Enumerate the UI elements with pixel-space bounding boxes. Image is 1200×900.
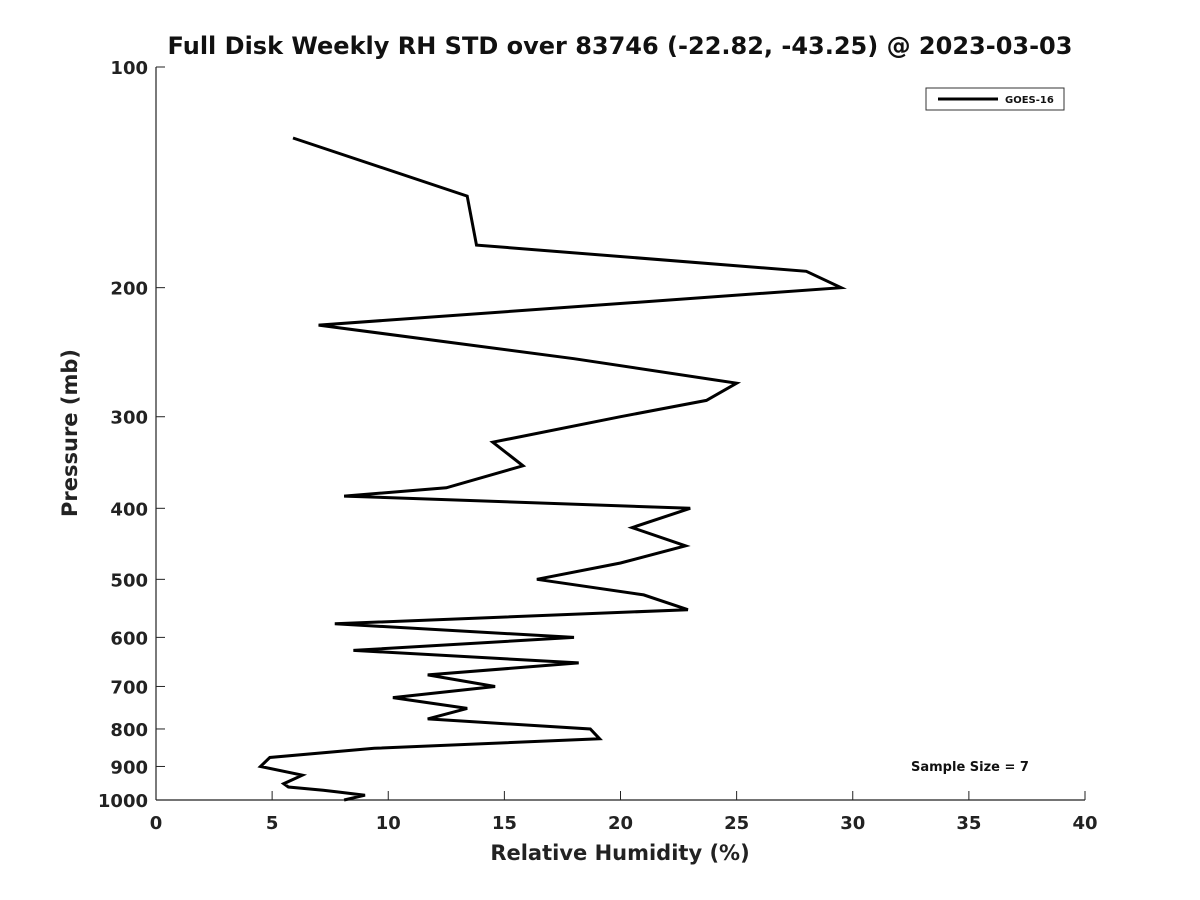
x-tick-label: 25 [724,813,749,834]
series-line-goes16 [257,136,847,802]
y-tick-label: 1000 [98,791,148,812]
x-tick-label: 5 [266,813,279,834]
y-tick-label: 500 [110,570,148,591]
y-tick-label: 700 [110,677,148,698]
x-tick-label: 35 [956,813,981,834]
x-tick-label: 15 [492,813,517,834]
legend: GOES-16 [925,87,1065,111]
y-tick-label: 300 [110,408,148,429]
y-ticks: 100 200 300 400 500 600 700 800 900 1000 [98,58,165,812]
x-tick-label: 20 [608,813,633,834]
y-tick-label: 800 [110,720,148,741]
x-tick-label: 40 [1072,813,1097,834]
y-tick-label: 200 [110,279,148,300]
plot-area: 0 5 10 15 20 25 30 35 40 100 200 300 400 500 600 700 80… [98,58,1098,834]
x-tick-label: 0 [150,813,163,834]
y-tick-label: 100 [110,58,148,79]
y-tick-label: 900 [110,757,148,778]
legend-label: GOES-16 [1005,95,1054,106]
y-axis-label: Pressure (mb) [58,349,82,517]
x-axis-label: Relative Humidity (%) [490,841,749,865]
x-tick-label: 10 [376,813,401,834]
y-tick-label: 600 [110,628,148,649]
sample-size-annotation: Sample Size = 7 [911,760,1029,775]
x-ticks: 0 5 10 15 20 25 30 35 40 [150,791,1098,834]
y-tick-label: 400 [110,499,148,520]
chart-title: Full Disk Weekly RH STD over 83746 (-22.… [168,32,1073,60]
x-tick-label: 30 [840,813,865,834]
